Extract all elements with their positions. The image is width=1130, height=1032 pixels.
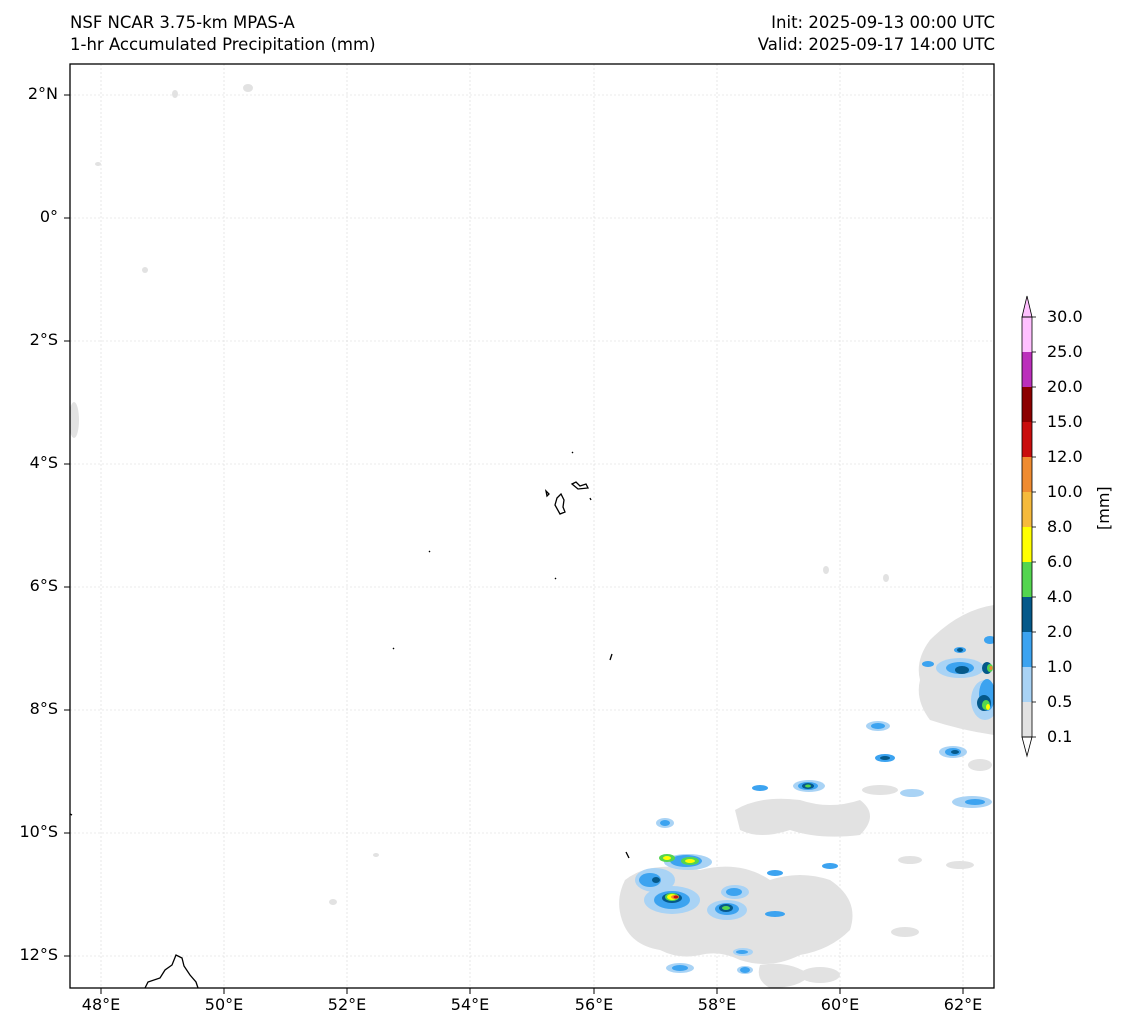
colorbar-seg-2 [1022,632,1032,667]
colorbar-seg-5 [1022,527,1032,562]
lon-label-48e: 48°E [81,995,121,1014]
madagascar-coast [144,954,199,988]
colorbar-seg-6 [1022,492,1032,527]
colorbar-seg-10 [1022,352,1032,387]
lon-label-60e: 60°E [820,995,860,1014]
map-frame [69,63,995,989]
colorbar-label-1-0: 1.0 [1047,657,1073,676]
title-right: Init: 2025-09-13 00:00 UTC Valid: 2025-0… [758,12,995,56]
colorbar-label-30-0: 30.0 [1047,307,1083,326]
colorbar-unit: [mm] [1094,486,1113,530]
colorbar-seg-11 [1022,317,1032,352]
model-title: NSF NCAR 3.75-km MPAS-A [70,13,295,32]
title-left: NSF NCAR 3.75-km MPAS-A 1-hr Accumulated… [70,12,376,56]
lat-label-0: 0° [39,207,58,226]
colorbar-seg-0 [1022,702,1032,737]
precipitation-field [70,84,994,988]
colorbar-seg-9 [1022,387,1032,422]
colorbar-label-6-0: 6.0 [1047,552,1073,571]
lat-label-12s: 12°S [19,945,58,964]
colorbar [1021,295,1036,758]
colorbar-label-12-0: 12.0 [1047,447,1083,466]
colorbar-label-0-5: 0.5 [1047,692,1073,711]
lat-label-6s: 6°S [29,576,58,595]
init-time: Init: 2025-09-13 00:00 UTC [771,13,995,32]
lon-label-58e: 58°E [697,995,737,1014]
colorbar-extend-bottom [1021,736,1033,758]
colorbar-label-4-0: 4.0 [1047,587,1073,606]
colorbar-label-10-0: 10.0 [1047,482,1083,501]
lat-label-4s: 4°S [29,453,58,472]
island-mahe [554,492,566,515]
colorbar-seg-4 [1022,562,1032,597]
coastlines [70,451,630,988]
axis-ticks [64,94,964,994]
lat-label-2s: 2°S [29,330,58,349]
colorbar-extend-top [1021,295,1033,318]
lon-label-52e: 52°E [327,995,367,1014]
lon-label-54e: 54°E [450,995,490,1014]
colorbar-label-20-0: 20.0 [1047,377,1083,396]
valid-time: Valid: 2025-09-17 14:00 UTC [757,35,995,54]
lon-label-50e: 50°E [204,995,244,1014]
colorbar-seg-1 [1022,667,1032,702]
colorbar-label-15-0: 15.0 [1047,412,1083,431]
lat-label-8s: 8°S [29,699,58,718]
colorbar-seg-3 [1022,597,1032,632]
colorbar-label-25-0: 25.0 [1047,342,1083,361]
colorbar-seg-7 [1022,457,1032,492]
gridlines [70,64,994,988]
colorbar-label-8-0: 8.0 [1047,517,1073,536]
colorbar-label-0-1: 0.1 [1047,727,1073,746]
lon-label-62e: 62°E [943,995,983,1014]
lat-label-10s: 10°S [19,822,58,841]
field-title: 1-hr Accumulated Precipitation (mm) [70,35,376,54]
colorbar-label-2-0: 2.0 [1047,622,1073,641]
lon-label-56e: 56°E [574,995,614,1014]
colorbar-seg-8 [1022,422,1032,457]
lat-label-2n: 2°N [27,84,58,103]
